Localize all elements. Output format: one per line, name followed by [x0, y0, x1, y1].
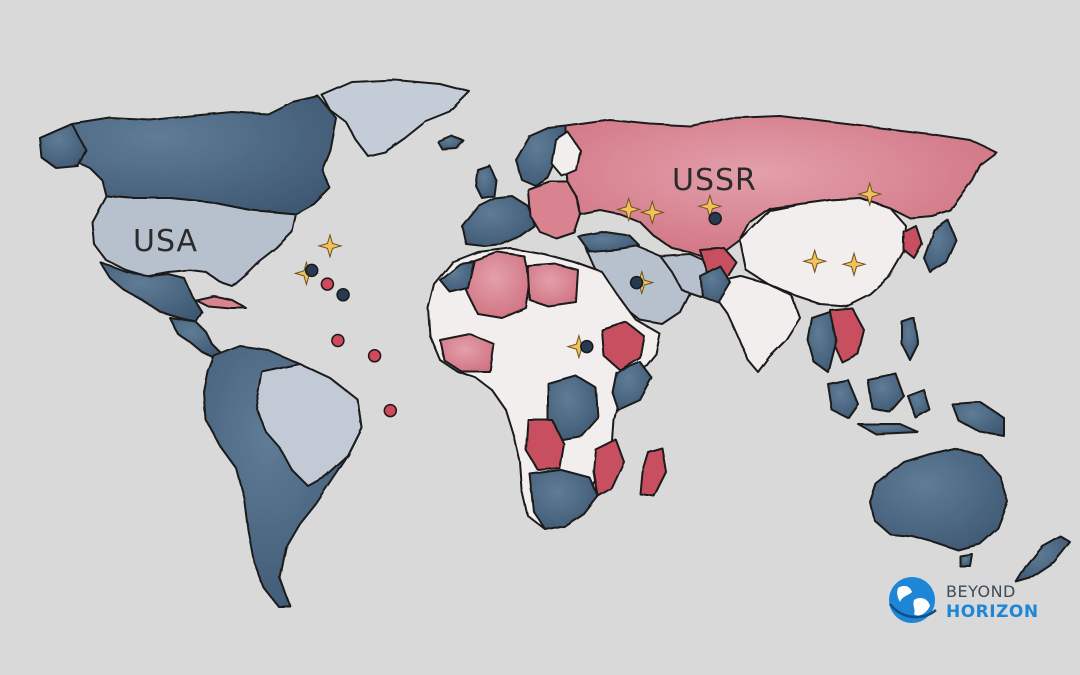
sulawesi-shape — [907, 389, 931, 419]
philippines-star — [841, 251, 867, 278]
cuba-shape — [195, 295, 247, 309]
uruguay-dot — [383, 403, 398, 418]
iraq-star — [639, 199, 666, 226]
ussr-label: USSR — [672, 163, 757, 198]
pakistan-dot — [708, 211, 722, 226]
philippines-shape — [901, 317, 919, 361]
alaska-shape — [39, 123, 87, 169]
morocco-shape — [439, 261, 475, 293]
eastern-europe-shape — [527, 181, 581, 239]
brazil-shape — [255, 363, 363, 487]
uk-shape — [475, 165, 497, 199]
indonesia-shape — [827, 379, 859, 419]
new-guinea-shape — [951, 401, 1005, 437]
west-africa-shape — [439, 333, 495, 373]
usa-shape — [91, 195, 297, 287]
japan-shape — [923, 219, 957, 273]
nicaragua-dot — [304, 263, 319, 278]
angola-dot — [580, 339, 594, 354]
beyond-horizon-logo: BEYOND HORIZON — [886, 572, 1076, 632]
cuba-star — [317, 233, 343, 259]
mexico-shape — [99, 261, 203, 323]
peru-dot — [331, 333, 345, 348]
western-europe-shape — [461, 195, 535, 247]
borneo-shape — [867, 373, 905, 413]
colombia-dot — [336, 288, 350, 302]
greenland-shape — [321, 79, 471, 157]
ethiopia-dot — [629, 275, 644, 290]
canada-shape — [39, 95, 337, 215]
iceland-shape — [437, 135, 464, 150]
angola-shape — [525, 419, 565, 471]
logo-line-2: HORIZON — [946, 602, 1039, 622]
thailand-shape — [807, 311, 837, 373]
korea-star — [856, 181, 883, 207]
vietnam-star — [801, 248, 828, 274]
globe-icon — [888, 577, 937, 623]
bolivia-dot — [367, 349, 382, 363]
madagascar-shape — [639, 447, 667, 497]
southern-africa-shape — [529, 469, 599, 531]
kenya-shape — [611, 361, 653, 411]
panama-dot — [320, 277, 335, 291]
australia-shape — [869, 447, 1009, 551]
libya-algeria-shape — [465, 251, 531, 319]
logo-line-1: BEYOND — [946, 582, 1016, 601]
horn-of-africa-shape — [601, 321, 645, 371]
korea-shape — [903, 225, 923, 259]
usa-label: USA — [133, 224, 198, 259]
tasmania-shape — [959, 553, 973, 567]
lebanon-star — [615, 196, 642, 223]
mozambique-shape — [593, 439, 625, 497]
libya-shape — [527, 263, 579, 307]
new-zealand-shape — [1015, 535, 1071, 583]
turkey-shape — [577, 231, 641, 253]
java-shape — [857, 423, 919, 435]
china-shape — [739, 197, 907, 307]
pakistan-shape — [699, 265, 731, 303]
finland-shape — [551, 131, 581, 177]
central-america-shape — [169, 317, 223, 359]
conflict-markers — [293, 181, 883, 418]
